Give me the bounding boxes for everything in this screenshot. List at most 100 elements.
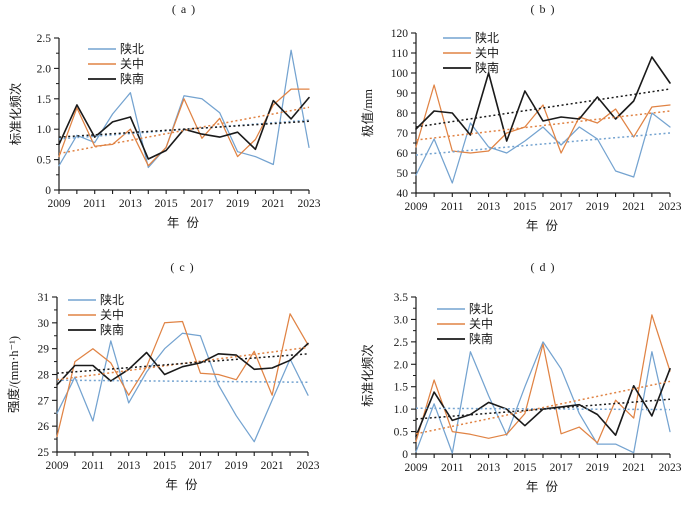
x-tick-label: 2017: [550, 462, 573, 474]
x-tick-label: 2015: [513, 201, 536, 213]
trend-line-陕南: [415, 88, 671, 128]
y-tick-label: 2.5: [37, 33, 52, 45]
x-tick-label: 2019: [586, 462, 609, 474]
trend-line-陕南: [415, 398, 671, 420]
y-tick-label: 0: [402, 449, 408, 461]
y-tick-label: 1.5: [37, 94, 52, 106]
x-tick-label: 2013: [117, 460, 140, 472]
x-tick-label: 2021: [622, 462, 645, 474]
x-tick-label: 2021: [622, 201, 645, 213]
y-tick-label: 110: [391, 48, 408, 60]
legend-label: 关中: [120, 56, 144, 71]
y-tick-label: 70: [397, 128, 409, 140]
trend-line-关中: [56, 346, 309, 380]
y-tick-label: 26: [38, 421, 50, 433]
x-tick-label: 2011: [82, 460, 105, 472]
x-tick-label: 2019: [586, 201, 609, 213]
x-tick-label: 2021: [261, 460, 284, 472]
x-tick-label: 2017: [189, 460, 212, 472]
legend-label: 陕南: [469, 331, 493, 346]
y-tick-label: 27: [38, 395, 50, 407]
x-tick-label: 2011: [441, 462, 464, 474]
x-axis-title: 年 份: [526, 480, 560, 494]
x-tick-label: 2023: [297, 460, 320, 472]
series-line-陕南: [415, 56, 671, 142]
y-tick-label: 80: [397, 108, 409, 120]
y-axis-title: 标准化频次: [361, 344, 375, 407]
y-tick-label: 0.5: [394, 426, 409, 438]
trend-line-陕北: [415, 406, 671, 410]
x-axis-title: 年 份: [526, 219, 560, 233]
y-tick-label: 30: [38, 317, 50, 329]
x-tick-label: 2013: [477, 201, 500, 213]
legend-label: 陕北: [475, 30, 499, 45]
x-tick-label: 2011: [83, 198, 106, 210]
y-tick-label: 31: [38, 292, 50, 304]
x-axis-title: 年 份: [165, 478, 199, 492]
trend-line-陕南: [56, 352, 309, 374]
panel-label: ( c ): [170, 260, 194, 274]
legend-label: 陕南: [100, 322, 124, 337]
series-line-陕北: [415, 340, 671, 454]
x-tick-label: 2009: [46, 460, 69, 472]
series-line-关中: [415, 313, 671, 443]
x-tick-label: 2009: [48, 198, 71, 210]
y-tick-label: 2.5: [394, 336, 409, 348]
panel-label: ( d ): [531, 260, 556, 274]
trend-line-陕北: [415, 132, 671, 156]
legend-label: 陕北: [469, 301, 493, 316]
legend-label: 陕南: [475, 60, 499, 75]
x-tick-label: 2015: [153, 460, 176, 472]
y-tick-label: 40: [397, 188, 409, 200]
x-tick-label: 2023: [659, 462, 682, 474]
panel-label: ( b ): [531, 2, 556, 16]
legend-label: 陕南: [120, 71, 144, 86]
y-tick-label: 90: [397, 88, 409, 100]
y-tick-label: 29: [38, 343, 50, 355]
series-line-陕北: [415, 112, 671, 184]
y-tick-label: 0.5: [37, 155, 52, 167]
x-tick-label: 2023: [659, 201, 682, 213]
x-tick-label: 2021: [262, 198, 285, 210]
panel-a: 2009 2011 2013 2015 2017 2019 2021 2023 0 0.5 1.0 1…: [0, 0, 350, 253]
y-axis-title: 强度/(mm·h⁻¹): [6, 335, 21, 412]
y-tick-label: 3.0: [394, 314, 409, 326]
legend-label: 陕北: [120, 41, 144, 56]
legend-label: 关中: [100, 307, 124, 322]
y-tick-label: 1.0: [37, 124, 52, 136]
x-tick-label: 2013: [477, 462, 500, 474]
x-tick-label: 2019: [226, 198, 249, 210]
line-chart-d: 2009 2011 2013 2015 2017 2019 2021 2023 0 0.5 1.0 1…: [361, 260, 682, 494]
panel-d: 2009 2011 2013 2015 2017 2019 2021 2023 0 0.5 1.0 1…: [350, 254, 700, 507]
y-axis-title: 标准化频次: [9, 83, 23, 146]
y-axis-title: 极值/mm: [360, 89, 375, 137]
series-line-陕南: [58, 96, 310, 160]
panel-label: ( a ): [172, 2, 196, 16]
axes: [58, 38, 309, 191]
x-tick-label: 2023: [298, 198, 321, 210]
y-tick-label: 60: [397, 148, 409, 160]
x-tick-label: 2019: [225, 460, 248, 472]
y-tick-label: 120: [391, 28, 409, 40]
trend-line-陕北: [56, 378, 309, 383]
y-tick-label: 25: [38, 447, 50, 459]
series-line-关中: [58, 88, 310, 167]
series-line-关中: [56, 312, 309, 437]
x-tick-label: 2013: [119, 198, 142, 210]
x-tick-label: 2009: [405, 462, 428, 474]
trend-line-陕南: [58, 120, 310, 138]
series-line-陕北: [56, 332, 309, 442]
panel-b: 2009 2011 2013 2015 2017 2019 2021 2023 40 50 60 70…: [350, 0, 700, 253]
axes: [415, 296, 670, 455]
y-tick-label: 1.0: [394, 404, 409, 416]
trend-line-关中: [415, 110, 671, 141]
y-tick-label: 1.5: [394, 381, 409, 393]
y-tick-label: 100: [391, 68, 409, 80]
x-tick-label: 2015: [155, 198, 178, 210]
y-tick-label: 50: [397, 168, 409, 180]
y-tick-label: 2.0: [394, 359, 409, 371]
x-tick-label: 2015: [513, 462, 536, 474]
trend-line-关中: [58, 106, 310, 155]
x-tick-label: 2017: [190, 198, 213, 210]
